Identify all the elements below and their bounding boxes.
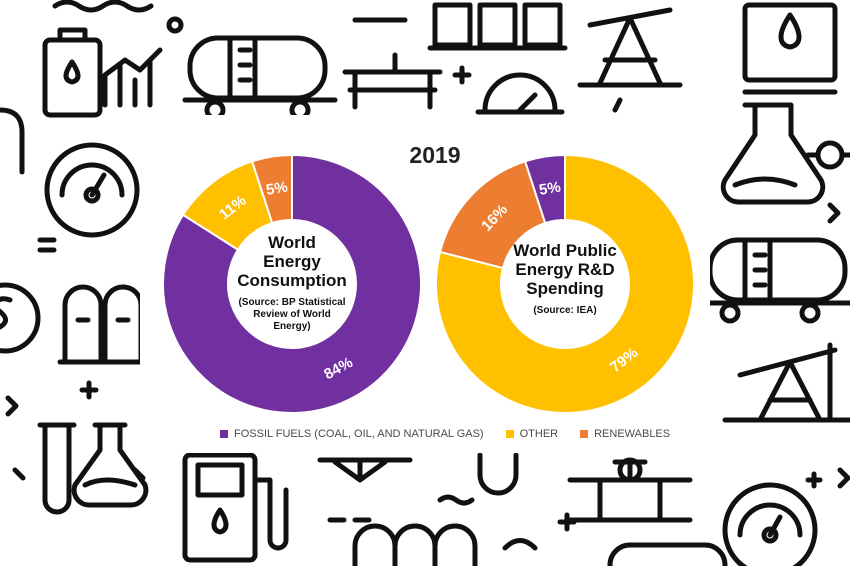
curve-icon [502, 538, 538, 551]
legend-swatch-renewables [580, 430, 589, 438]
wave-icon-2 [437, 494, 475, 506]
donut-0-center-title-line-0: World [268, 233, 316, 252]
donut-1-center-title-line-1: Energy R&D [515, 260, 614, 279]
equals-icon [37, 237, 57, 253]
magnet-icon [477, 452, 519, 496]
divider-lines-icon [352, 17, 623, 113]
legend-item-renewables: RENEWABLES [580, 428, 670, 440]
flask-icon [720, 102, 826, 205]
bar-chart-icon [102, 47, 163, 108]
fuel-canister-icon [42, 27, 103, 118]
donut-1-slice-other [435, 153, 695, 414]
tank-domes-icon [352, 523, 478, 566]
plus-icon [452, 65, 472, 85]
donut-0-center-source-line-2: Energy) [273, 321, 310, 332]
arrow-icon-2 [827, 202, 841, 224]
cylinder-tank-icon [607, 542, 728, 566]
pipeline-icon [317, 457, 413, 523]
plus-icon-2 [79, 380, 99, 400]
valve-icon [805, 140, 850, 170]
donut-1-center-title-line-2: Spending [526, 279, 603, 298]
donut-1-slice-fossil-fuels-coal-oil-and-natural-gas [523, 153, 566, 225]
donut-1-slice-label-fossil-fuels-coal-oil-and-natural-gas: 5% [538, 179, 562, 199]
donut-0-center-title-line-2: Consumption [237, 271, 347, 290]
donut-0-slice-label-renewables: 5% [265, 179, 289, 199]
legend-swatch-fossil-fuels [220, 430, 228, 438]
donut-0-center-title-line-1: Energy [263, 252, 321, 271]
storage-tanks-icon [427, 2, 568, 51]
small-arrow-icon [12, 467, 146, 481]
cross-icon [557, 512, 577, 532]
bench-icon [342, 52, 443, 110]
water-drop-icon [742, 2, 838, 95]
flasks-icon [37, 422, 149, 515]
valve-pipe-icon [567, 457, 693, 523]
chart-title: 2019 [409, 142, 461, 168]
donut-1-center-title-line-0: World Public [513, 241, 617, 260]
pressure-gauge-icon-2 [722, 482, 818, 566]
dollar-coin-icon [0, 282, 41, 354]
legend-label-fossil-fuels: FOSSIL FUELS (COAL, OIL, AND NATURAL GAS… [234, 428, 484, 440]
wave-icon [52, 0, 154, 13]
arrow-icon [5, 395, 19, 417]
legend-label-renewables: RENEWABLES [594, 428, 671, 440]
tanker-car-icon-2 [702, 237, 850, 324]
chart-legend: FOSSIL FUELS (COAL, OIL, AND NATURAL GAS… [220, 428, 670, 440]
gas-cylinders-icon [57, 284, 148, 365]
donut-0-center-source-line-0: (Source: BP Statistical [238, 297, 345, 308]
gear-icon [166, 16, 184, 34]
pressure-gauge-icon [44, 142, 140, 238]
arrow-icon-3 [837, 467, 850, 489]
donut-1-center-source-line-0: (Source: IEA) [533, 305, 596, 316]
legend-item-other: OTHER [505, 428, 559, 440]
pump-jack-icon [577, 7, 683, 88]
donut-0-center-source-line-1: Review of World [253, 309, 331, 320]
legend-swatch-other [505, 430, 514, 438]
pump-jack-icon-2 [722, 342, 850, 423]
legend-label-other: OTHER [519, 428, 559, 440]
fuel-pump-icon [182, 452, 289, 563]
pipe-icon [0, 107, 25, 175]
donut-0-slice-fossil-fuels-coal-oil-and-natural-gas [162, 153, 422, 414]
cross-icon-2 [805, 471, 823, 489]
gauge-icon [475, 72, 565, 115]
legend-item-fossil-fuels: FOSSIL FUELS (COAL, OIL, AND NATURAL GAS… [220, 428, 484, 440]
donut-0-slice-renewables [250, 153, 293, 225]
